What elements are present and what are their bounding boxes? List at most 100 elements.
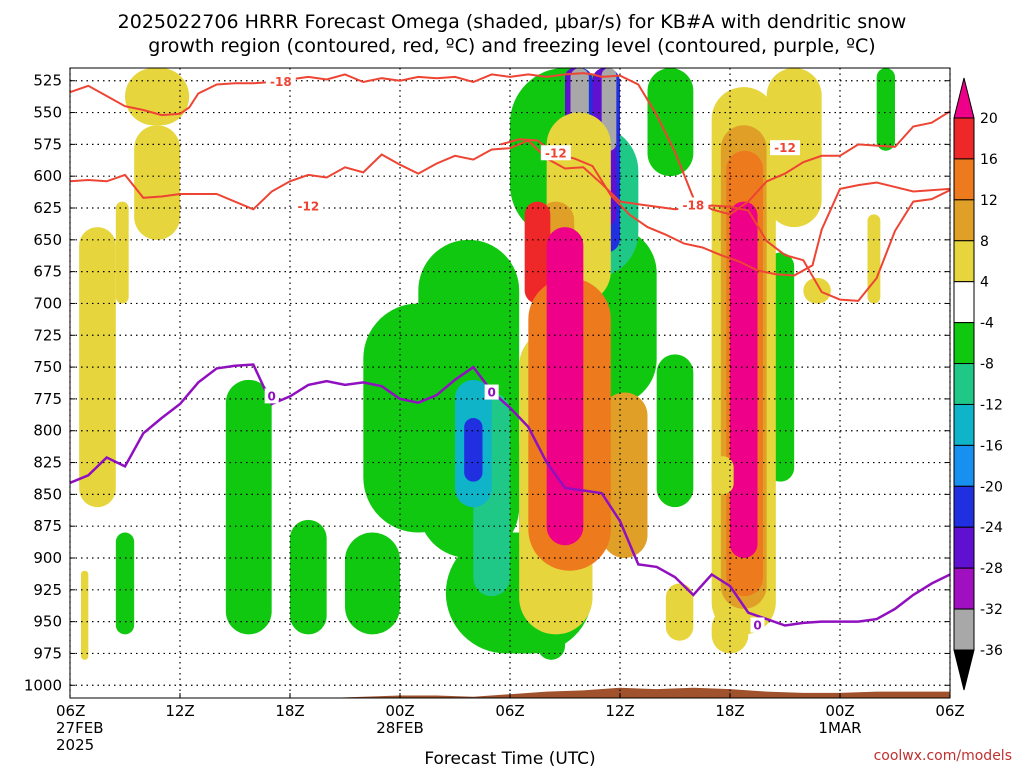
colorbar-swatch: [953, 322, 975, 365]
contour-label: -12: [297, 200, 319, 214]
colorbar-label: 12: [980, 193, 998, 209]
omega-cell: [81, 570, 89, 660]
colorbar-swatch: [953, 608, 975, 651]
colorbar-label: -36: [980, 643, 1003, 659]
colorbar-label: 20: [980, 111, 998, 127]
colorbar-swatch: [953, 240, 975, 283]
contours: [70, 72, 950, 627]
colorbar-swatch: [953, 363, 975, 405]
omega-shading: [79, 68, 895, 660]
x-tick-label: 1MAR: [818, 719, 861, 737]
y-tick-label: 900: [33, 549, 62, 567]
y-tick-label: 725: [33, 326, 62, 344]
y-tick-label: 1000: [24, 676, 62, 694]
omega-cell: [876, 68, 895, 151]
x-tick-label: 18Z: [275, 702, 304, 720]
omega-cell: [570, 68, 589, 126]
x-tick-label: 06Z: [56, 702, 85, 720]
freezing-level-contour: [70, 363, 950, 627]
x-tick-label: 12Z: [605, 702, 634, 720]
colorbar-label: -8: [980, 357, 994, 373]
colorbar-swatch: [953, 444, 975, 487]
chart-title-line1: 2025022706 HRRR Forecast Omega (shaded, …: [118, 11, 907, 33]
colorbar-label: -24: [980, 520, 1003, 536]
y-tick-label: 950: [33, 613, 62, 631]
contour-labels: -12 -12 -12 -18 -18 0 0 0: [264, 74, 800, 633]
colorbar-label: -4: [980, 316, 994, 332]
contour-label-bg: [264, 388, 279, 404]
chart-title-line2: growth region (contoured, red, ºC) and f…: [148, 35, 875, 57]
x-tick-label: 28FEB: [376, 719, 423, 737]
contour-label: 0: [487, 386, 495, 400]
omega-cell: [803, 278, 831, 304]
dgz-contour: [70, 72, 950, 216]
omega-cell: [134, 125, 180, 240]
colorbar-swatch: [953, 199, 975, 242]
y-tick-label: 750: [33, 358, 62, 376]
omega-cell: [290, 519, 327, 635]
omega-cell: [125, 68, 190, 126]
colorbar-swatch: [953, 526, 975, 569]
contour-label-bg: [540, 145, 571, 161]
contour-label-bg: [293, 198, 324, 214]
x-tick-label: 06Z: [495, 702, 524, 720]
colorbar-label: -20: [980, 479, 1003, 495]
omega-cell: [115, 201, 129, 304]
y-tick-label: 775: [33, 390, 62, 408]
colorbar: 20 16 12 8 4 -4 -8 -12 -16 -20 -24 -28 -32 -36: [953, 77, 1003, 691]
contour-label: -18: [682, 198, 704, 212]
omega-cell: [345, 532, 400, 635]
omega-cell: [867, 214, 881, 304]
credit-text: coolwx.com/models: [874, 748, 1012, 764]
contour-label: 0: [267, 389, 275, 403]
x-tick-label: 00Z: [825, 702, 854, 720]
contour-label: -12: [774, 141, 796, 155]
y-tick-label: 800: [33, 422, 62, 440]
colorbar-swatch: [953, 281, 975, 324]
colorbar-swatch: [953, 158, 975, 201]
colorbar-top-arrow: [953, 77, 975, 119]
dgz-contour: [500, 138, 950, 277]
omega-cell: [546, 227, 584, 546]
x-tick-label: 2025: [56, 736, 94, 754]
contour-label-bg: [750, 617, 765, 633]
colorbar-swatch: [953, 117, 975, 160]
colorbar-swatch: [953, 485, 975, 528]
x-tick-label: 27FEB: [56, 719, 103, 737]
contour-label-bg: [484, 384, 499, 400]
x-tick-label: 00Z: [385, 702, 414, 720]
y-tick-label: 675: [33, 263, 62, 281]
y-tick-label: 525: [33, 72, 62, 90]
colorbar-bottom-arrow: [953, 649, 975, 691]
contour-label-bg: [265, 74, 296, 89]
colorbar-label: 8: [980, 234, 989, 250]
omega-cell: [601, 392, 648, 558]
omega-cell: [730, 201, 758, 559]
colorbar-label: -28: [980, 561, 1003, 577]
y-tick-label: 825: [33, 454, 62, 472]
contour-label-bg: [678, 197, 709, 213]
y-tick-label: 625: [33, 199, 62, 217]
colorbar-swatch: [953, 403, 975, 446]
y-tick-label: 875: [33, 517, 62, 535]
contour-label-bg: [770, 140, 800, 156]
x-tick-label: 06Z: [935, 702, 964, 720]
y-tick-label: 550: [33, 104, 62, 122]
colorbar-label: -12: [980, 397, 1003, 413]
y-tick-label: 700: [33, 294, 62, 312]
y-tick-label: 975: [33, 644, 62, 662]
y-tick-label: 575: [33, 135, 62, 153]
omega-cell: [711, 456, 734, 495]
colorbar-swatch: [953, 567, 975, 610]
omega-cell: [524, 201, 551, 304]
contour-label: 0: [753, 618, 761, 632]
colorbar-label: -16: [980, 438, 1003, 454]
colorbar-label: 16: [980, 152, 998, 168]
y-tick-label: 850: [33, 485, 62, 503]
omega-cell: [711, 608, 749, 654]
omega-cell: [464, 418, 483, 482]
x-tick-label: 12Z: [165, 702, 194, 720]
colorbar-label: -32: [980, 602, 1003, 618]
x-axis-label: Forecast Time (UTC): [424, 749, 595, 768]
